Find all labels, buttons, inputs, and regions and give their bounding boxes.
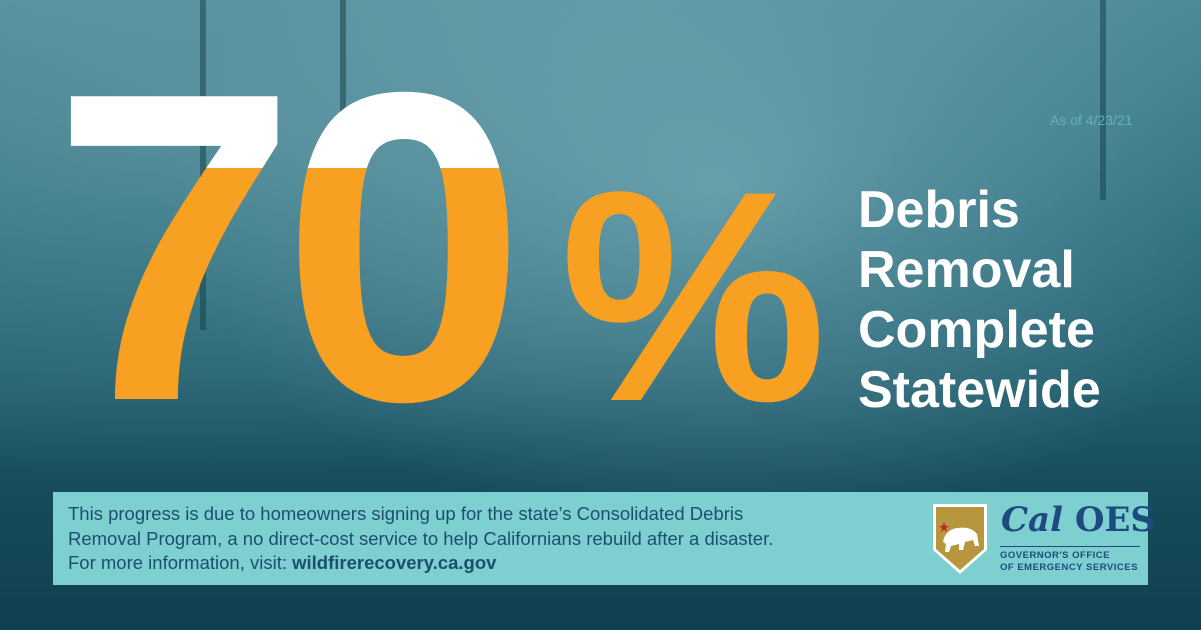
as-of-date: As of 4/23/21 [1050,112,1133,128]
headline: Debris Removal Complete Statewide [858,180,1101,420]
logo-oes: OES [1074,500,1155,540]
background-photo-tree [200,0,206,330]
percent-sign: % [560,128,827,464]
headline-line: Complete [858,301,1095,359]
logo-cal: Cal [1001,500,1064,540]
headline-line: Removal [858,241,1075,299]
headline-line: Debris [858,181,1020,239]
stat-number: 70 [52,2,526,493]
info-line: This progress is due to homeowners signi… [68,503,744,524]
website-link[interactable]: wildfirerecovery.ca.gov [292,552,497,573]
cal-oes-logo: Cal OES GOVERNOR'S OFFICE OF EMERGENCY S… [931,500,1155,578]
bear-shield-icon [933,504,987,574]
info-box: This progress is due to homeowners signi… [53,492,1155,585]
logo-subtitle-line: GOVERNOR'S OFFICE [1000,550,1110,561]
logo-subtitle: GOVERNOR'S OFFICE OF EMERGENCY SERVICES [1000,546,1140,574]
logo-subtitle-line: OF EMERGENCY SERVICES [1000,562,1138,573]
background-photo-tree [1100,0,1106,200]
info-line: For more information, visit: [68,552,293,573]
background-photo-tree [340,0,346,260]
headline-line: Statewide [858,361,1101,419]
info-line: Removal Program, a no direct-cost servic… [68,527,774,549]
info-text: This progress is due to homeowners signi… [68,502,908,576]
logo-wordmark: Cal OES [1001,500,1155,540]
